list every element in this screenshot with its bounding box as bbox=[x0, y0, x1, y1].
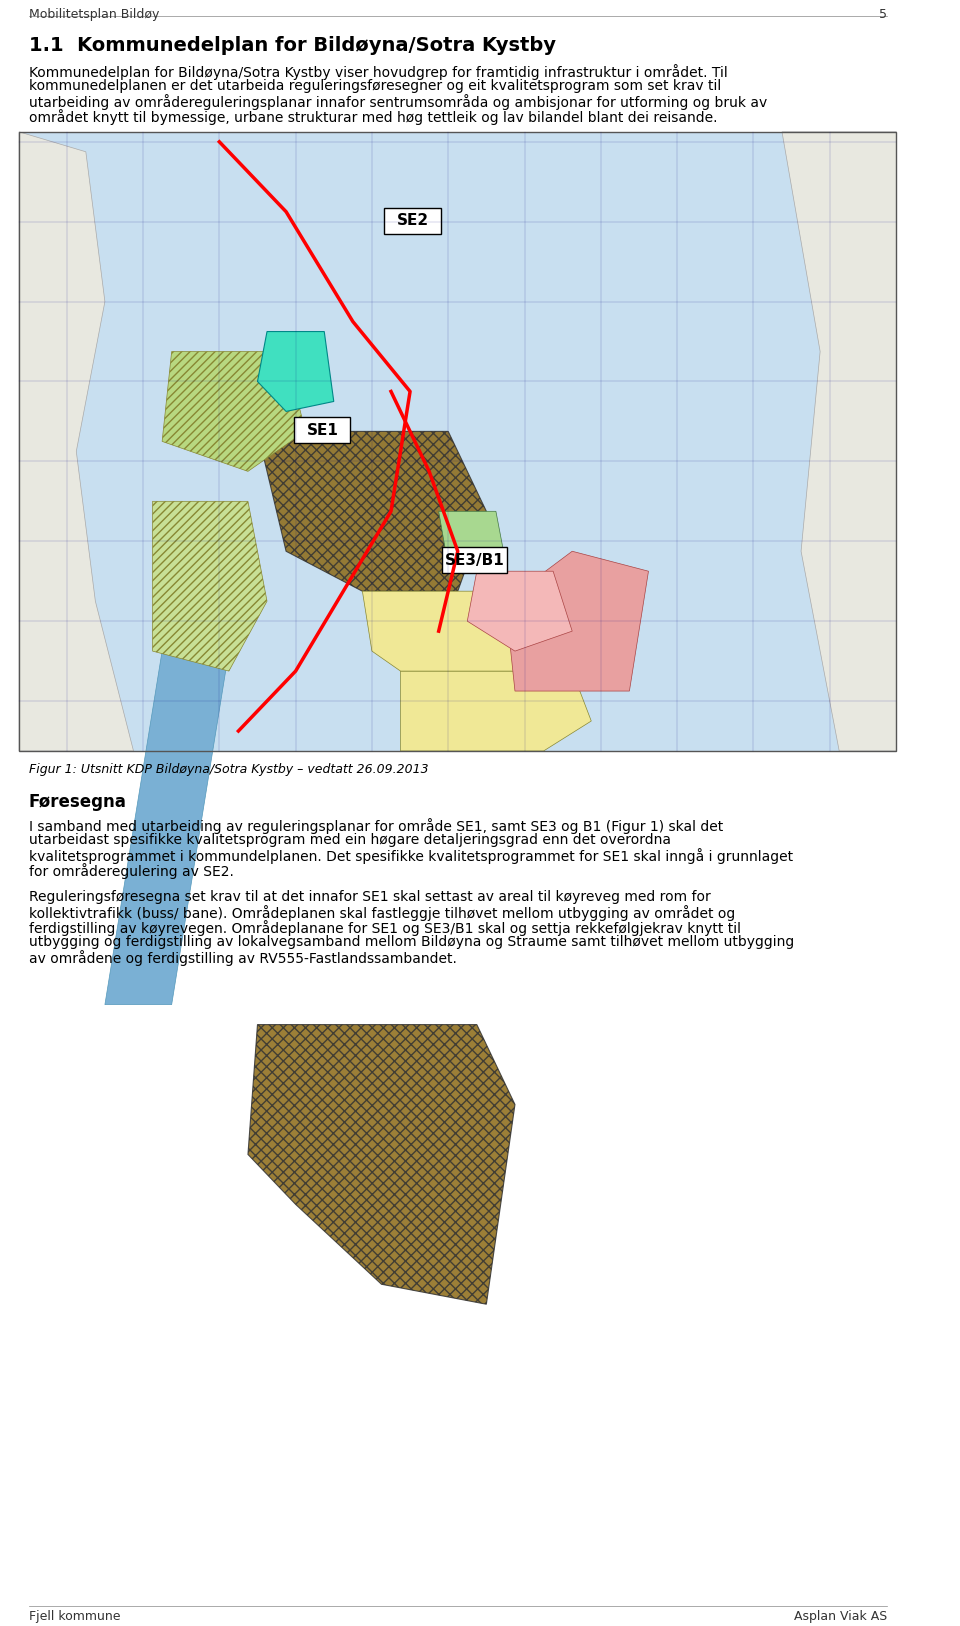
Polygon shape bbox=[439, 511, 505, 566]
Text: området knytt til bymessige, urbane strukturar med høg tettleik og lav bilandel : området knytt til bymessige, urbane stru… bbox=[29, 109, 717, 125]
FancyBboxPatch shape bbox=[19, 132, 897, 751]
Polygon shape bbox=[400, 672, 591, 751]
Bar bbox=[19, 132, 897, 751]
Text: 5: 5 bbox=[879, 8, 887, 21]
Polygon shape bbox=[505, 551, 648, 691]
Text: SE1: SE1 bbox=[306, 423, 338, 437]
Text: Reguleringsføresegna set krav til at det innafor SE1 skal settast av areal til k: Reguleringsføresegna set krav til at det… bbox=[29, 889, 710, 904]
FancyBboxPatch shape bbox=[384, 208, 441, 234]
Polygon shape bbox=[257, 332, 334, 411]
Text: kollektivtrafikk (buss/ bane). Områdeplanen skal fastleggje tilhøvet mellom utby: kollektivtrafikk (buss/ bane). Områdepla… bbox=[29, 904, 734, 920]
Bar bbox=[19, 132, 897, 751]
Text: utbygging og ferdigstilling av lokalvegsamband mellom Bildøyna og Straume samt t: utbygging og ferdigstilling av lokalvegs… bbox=[29, 935, 794, 948]
Polygon shape bbox=[105, 650, 228, 1005]
Polygon shape bbox=[257, 431, 487, 592]
Text: I samband med utarbeiding av reguleringsplanar for område SE1, samt SE3 og B1 (F: I samband med utarbeiding av regulerings… bbox=[29, 818, 723, 834]
Text: 1.1  Kommunedelplan for Bildøyna/Sotra Kystby: 1.1 Kommunedelplan for Bildøyna/Sotra Ky… bbox=[29, 36, 556, 55]
Text: utarbeiding av områdereguleringsplanar innafor sentrumsområda og ambisjonar for : utarbeiding av områdereguleringsplanar i… bbox=[29, 94, 767, 111]
Polygon shape bbox=[248, 1024, 515, 1304]
Polygon shape bbox=[19, 132, 133, 751]
Text: Fjell kommune: Fjell kommune bbox=[29, 1610, 120, 1623]
Polygon shape bbox=[162, 351, 305, 472]
Polygon shape bbox=[782, 132, 897, 751]
Polygon shape bbox=[468, 571, 572, 650]
Text: Figur 1: Utsnitt KDP Bildøyna/Sotra Kystby – vedtatt 26.09.2013: Figur 1: Utsnitt KDP Bildøyna/Sotra Kyst… bbox=[29, 763, 428, 776]
FancyBboxPatch shape bbox=[442, 548, 507, 574]
Text: Føresegna: Føresegna bbox=[29, 793, 127, 811]
Text: Kommunedelplan for Bildøyna/Sotra Kystby viser hovudgrep for framtidig infrastru: Kommunedelplan for Bildøyna/Sotra Kystby… bbox=[29, 63, 728, 80]
Text: kvalitetsprogrammet i kommundelplanen. Det spesifikke kvalitetsprogrammet for SE: kvalitetsprogrammet i kommundelplanen. D… bbox=[29, 847, 793, 863]
Text: for områderegulering av SE2.: for områderegulering av SE2. bbox=[29, 863, 233, 878]
Polygon shape bbox=[153, 501, 267, 672]
FancyBboxPatch shape bbox=[294, 418, 350, 444]
Text: SE3/B1: SE3/B1 bbox=[445, 553, 505, 567]
Text: kommunedelplanen er det utarbeida reguleringsføresegner og eit kvalitetsprogram : kommunedelplanen er det utarbeida regule… bbox=[29, 80, 721, 93]
Polygon shape bbox=[362, 592, 572, 672]
Text: Asplan Viak AS: Asplan Viak AS bbox=[794, 1610, 887, 1623]
Text: utarbeidast spesifikke kvalitetsprogram med ein høgare detaljeringsgrad enn det : utarbeidast spesifikke kvalitetsprogram … bbox=[29, 833, 671, 847]
Text: SE2: SE2 bbox=[396, 213, 429, 228]
Text: ferdigstilling av køyrevegen. Områdeplanane for SE1 og SE3/B1 skal og settja rek: ferdigstilling av køyrevegen. Områdeplan… bbox=[29, 920, 740, 935]
Text: Mobilitetsplan Bildøy: Mobilitetsplan Bildøy bbox=[29, 8, 159, 21]
Text: av områdene og ferdigstilling av RV555-Fastlandssambandet.: av områdene og ferdigstilling av RV555-F… bbox=[29, 950, 457, 966]
